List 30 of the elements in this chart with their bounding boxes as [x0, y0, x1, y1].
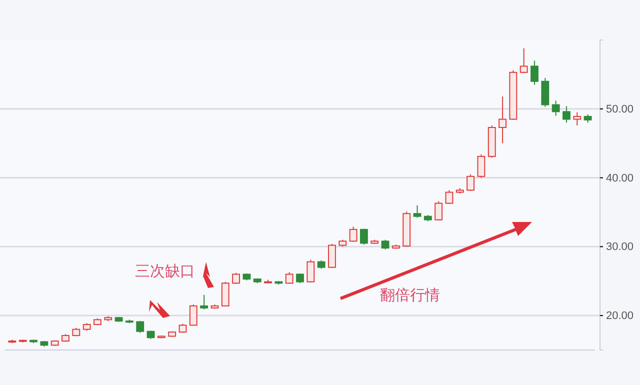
candlestick	[498, 96, 506, 144]
candlestick	[381, 239, 390, 250]
candlestick	[541, 77, 550, 108]
candlestick	[189, 304, 198, 326]
candlestick	[466, 174, 475, 192]
candlestick	[530, 60, 538, 86]
candlestick	[200, 294, 208, 310]
candlestick	[562, 106, 570, 124]
candlestick	[285, 272, 294, 284]
candlestick	[328, 243, 336, 269]
annotation: 翻倍行情	[380, 286, 440, 304]
candlestick	[477, 154, 486, 178]
candlestick	[136, 320, 144, 334]
candlestick	[573, 112, 582, 126]
candlestick	[349, 226, 358, 242]
candlestick	[306, 259, 315, 283]
candlestick	[413, 204, 422, 218]
candlestick	[520, 48, 528, 74]
y-tick-label: 30.00	[606, 241, 634, 254]
candlestick	[232, 272, 240, 284]
candlestick	[360, 228, 368, 246]
candlestick	[296, 273, 304, 284]
y-tick-label: 40.00	[606, 172, 634, 184]
candlestick	[221, 281, 230, 306]
y-tick-label: 20.00	[606, 310, 634, 322]
candlestick	[445, 190, 454, 204]
annotation: 三次缺口	[135, 262, 195, 280]
candlestick	[552, 100, 560, 116]
candlestick	[434, 200, 443, 221]
y-tick-label: 50.00	[606, 103, 634, 116]
